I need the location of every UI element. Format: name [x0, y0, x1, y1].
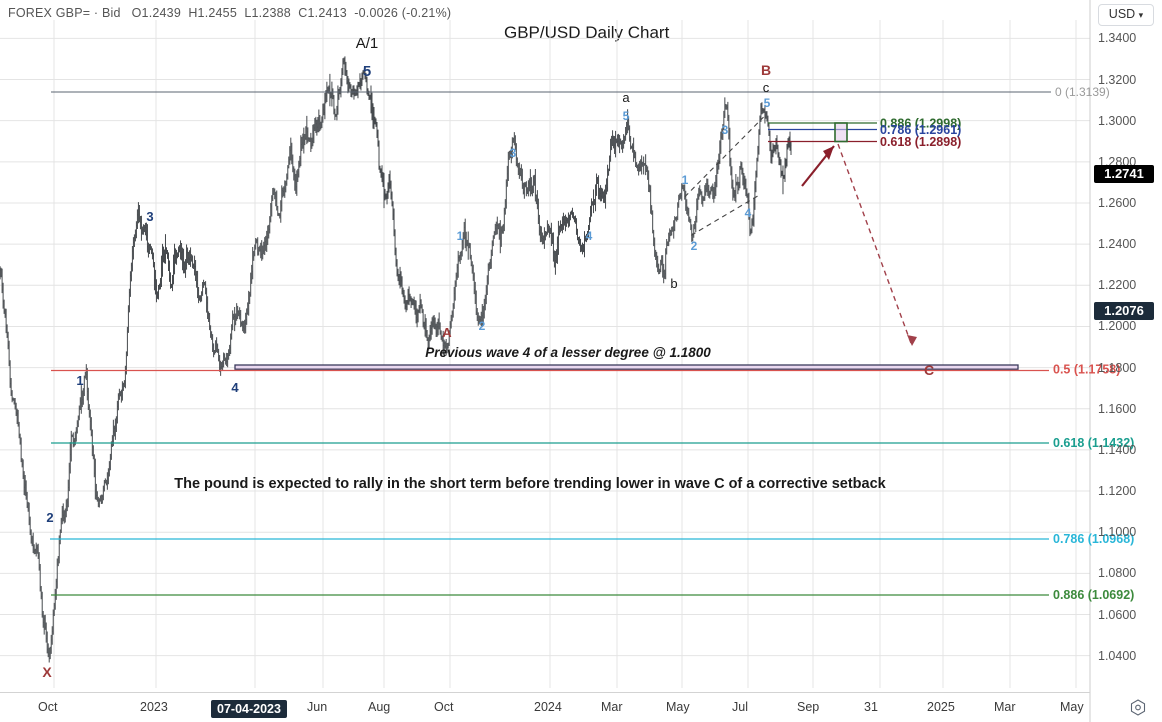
- svg-text:2: 2: [46, 510, 53, 525]
- svg-text:3: 3: [146, 209, 153, 224]
- svg-text:5: 5: [363, 63, 371, 80]
- svg-text:5: 5: [623, 109, 630, 123]
- svg-text:3: 3: [722, 123, 729, 137]
- svg-text:A: A: [442, 325, 452, 340]
- svg-text:0.618 (1.2898): 0.618 (1.2898): [880, 135, 961, 149]
- svg-text:2: 2: [691, 239, 698, 253]
- svg-text:1: 1: [76, 373, 83, 388]
- svg-text:5: 5: [764, 96, 771, 110]
- svg-text:1: 1: [682, 173, 689, 187]
- svg-text:1: 1: [457, 229, 464, 243]
- svg-text:The pound is expected to rally: The pound is expected to rally in the sh…: [174, 476, 886, 492]
- svg-text:4: 4: [745, 206, 752, 220]
- svg-text:2: 2: [479, 319, 486, 333]
- svg-text:C: C: [924, 362, 934, 378]
- svg-text:4: 4: [231, 380, 239, 395]
- svg-text:a: a: [622, 90, 630, 105]
- svg-text:b: b: [670, 276, 677, 291]
- svg-text:Previous wave 4 of a lesser de: Previous wave 4 of a lesser degree @ 1.1…: [425, 345, 711, 360]
- svg-text:c: c: [763, 80, 770, 95]
- svg-text:3: 3: [510, 146, 517, 160]
- svg-text:4: 4: [586, 229, 593, 243]
- svg-text:B: B: [761, 62, 771, 78]
- svg-text:A/1: A/1: [356, 35, 379, 52]
- svg-text:X: X: [42, 664, 52, 680]
